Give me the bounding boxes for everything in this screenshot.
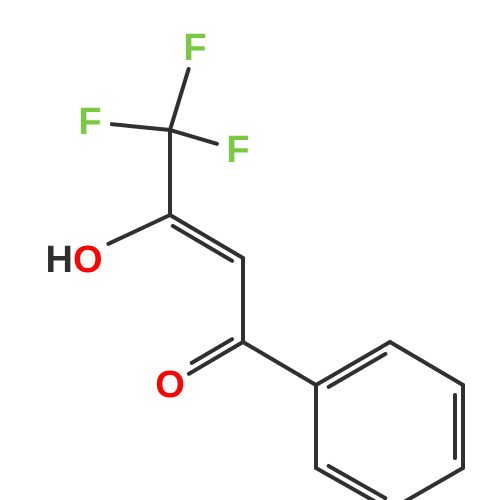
- bonds-layer: [108, 69, 463, 500]
- molecule-canvas: FFFFFFHOHOOO: [0, 0, 500, 500]
- bond: [170, 69, 189, 130]
- bond: [173, 226, 232, 261]
- bond: [108, 215, 170, 244]
- bond: [243, 342, 316, 385]
- bond: [390, 468, 463, 500]
- atom-label-F3: F: [226, 129, 249, 171]
- bond: [390, 342, 463, 385]
- bond: [316, 342, 390, 385]
- bond: [170, 215, 243, 258]
- bond: [112, 124, 170, 130]
- bond: [170, 130, 217, 144]
- atom-label-O1: O: [155, 364, 185, 406]
- atom-label-F2: F: [78, 101, 101, 143]
- atom-label-F1: F: [183, 27, 206, 69]
- atom-label-OH: HO: [45, 239, 102, 281]
